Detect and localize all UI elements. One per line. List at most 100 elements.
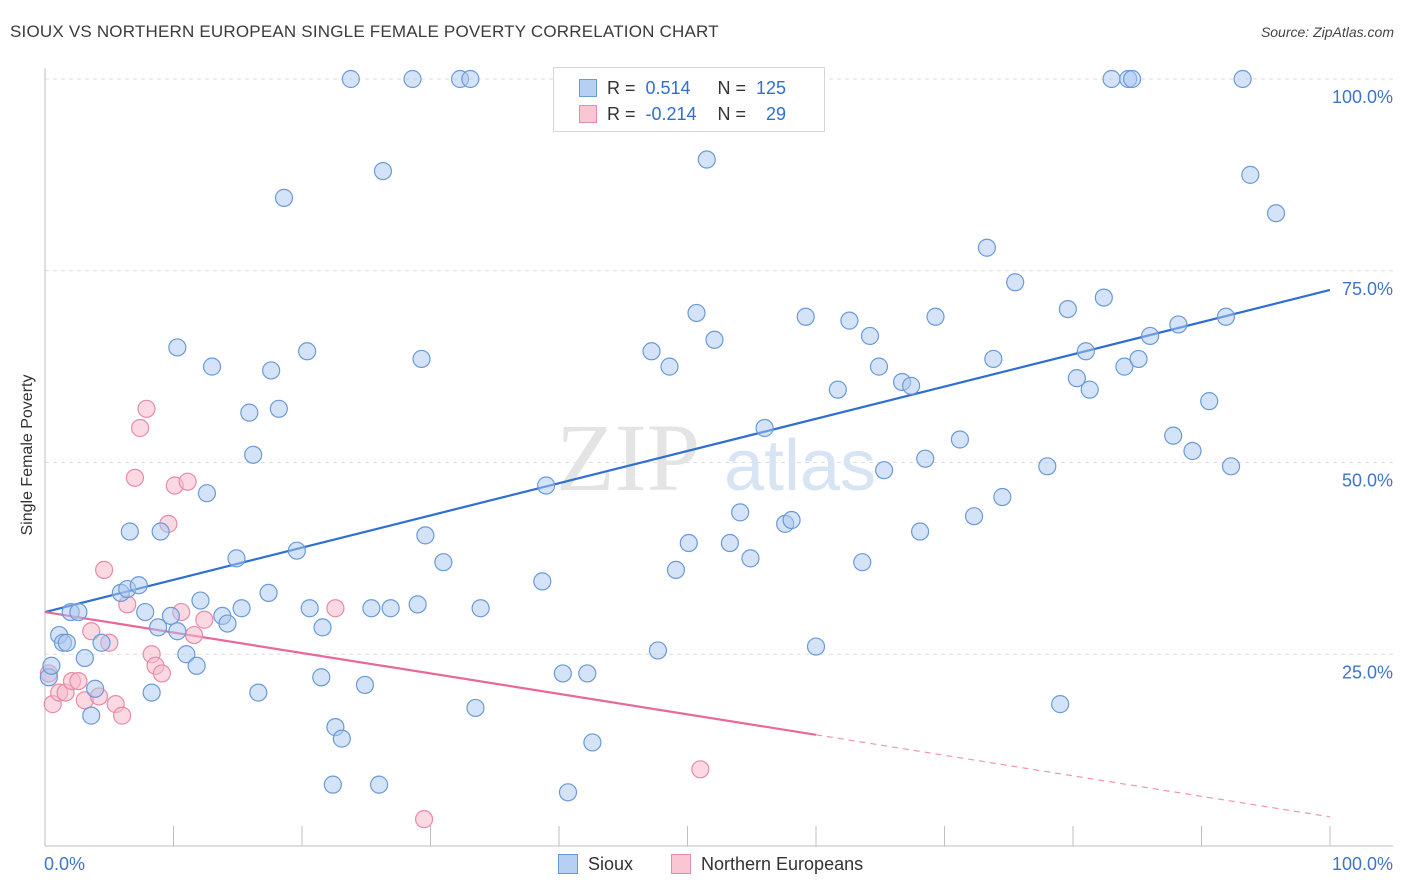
sioux-point xyxy=(1241,165,1260,184)
sioux-point xyxy=(642,342,661,361)
sioux-point xyxy=(373,161,393,181)
sioux-point xyxy=(69,602,88,622)
sioux-point xyxy=(993,487,1012,507)
northern-swatch xyxy=(579,105,597,123)
northern-point xyxy=(326,599,345,618)
watermark-atlas: atlas xyxy=(724,426,876,506)
sioux-point xyxy=(240,403,259,422)
sioux-point xyxy=(687,303,706,323)
sioux-point xyxy=(471,599,490,618)
sioux-point xyxy=(964,507,984,526)
sioux-point xyxy=(705,330,724,349)
sioux-point xyxy=(197,484,217,503)
chart-title: SIOUX VS NORTHERN EUROPEAN SINGLE FEMALE… xyxy=(10,22,719,41)
sioux-point xyxy=(1221,457,1241,476)
watermark: ZIP atlas xyxy=(556,404,876,511)
sioux-point xyxy=(57,633,76,652)
legend-row-sioux: R = 0.514 N = 125 xyxy=(579,76,786,100)
sioux-point xyxy=(741,549,760,568)
sioux-point xyxy=(901,376,921,395)
sioux-point xyxy=(42,656,61,675)
sioux-point xyxy=(136,602,155,622)
sioux-point xyxy=(341,69,360,89)
northern-trend-extension xyxy=(815,734,1331,818)
sioux-point xyxy=(461,69,480,89)
sioux-point xyxy=(697,150,716,169)
sioux-point xyxy=(232,599,251,618)
sioux-point xyxy=(168,622,187,641)
sioux-point xyxy=(244,445,263,464)
legend-item-sioux[interactable]: Sioux xyxy=(558,852,633,876)
sioux-point xyxy=(984,349,1003,369)
sioux-point xyxy=(950,430,970,449)
sioux-point xyxy=(1200,392,1219,411)
n-value: 29 xyxy=(766,103,787,124)
sioux-point xyxy=(355,675,375,695)
sioux-point xyxy=(828,380,847,399)
sioux-point xyxy=(412,349,431,369)
correlation-legend: R = 0.514 N = 125 R = -0.214 N = 29 xyxy=(553,67,825,132)
sioux-point xyxy=(187,656,206,675)
sioux-point xyxy=(92,633,111,652)
legend-item-northern[interactable]: Northern Europeans xyxy=(671,852,863,876)
sioux-point xyxy=(558,783,578,802)
sioux-point xyxy=(161,606,181,626)
axes xyxy=(44,68,1393,847)
sioux-point xyxy=(86,679,105,698)
r-value: 0.514 xyxy=(645,77,691,98)
sioux-point xyxy=(274,188,294,207)
sioux-point xyxy=(806,637,826,656)
northern-point xyxy=(95,560,114,579)
sioux-point xyxy=(977,238,997,257)
sioux-point xyxy=(720,533,740,553)
sioux-point xyxy=(583,733,602,752)
northern-point xyxy=(184,625,204,645)
sioux-point xyxy=(578,664,597,683)
n-value: 125 xyxy=(756,77,787,98)
sioux-point xyxy=(227,549,246,568)
sioux-point xyxy=(1123,69,1142,89)
northern-point xyxy=(82,622,101,641)
sioux-point xyxy=(875,461,894,480)
sioux-point xyxy=(269,399,288,418)
sioux-point xyxy=(168,338,187,357)
sioux-point xyxy=(1233,69,1252,89)
northern-point xyxy=(130,418,150,438)
sioux-point xyxy=(679,533,698,553)
northern-point xyxy=(137,399,156,418)
sioux-swatch xyxy=(558,854,578,874)
sioux-point xyxy=(82,706,101,725)
sioux-point xyxy=(177,645,196,664)
sioux-point xyxy=(1169,315,1188,334)
northern-point xyxy=(691,760,710,779)
sioux-points xyxy=(39,69,1286,802)
sioux-point xyxy=(381,599,400,618)
sioux-point xyxy=(370,775,389,794)
watermark-zip: ZIP xyxy=(556,404,700,511)
sioux-point xyxy=(1216,307,1236,326)
sioux-point xyxy=(202,357,222,376)
northern-point xyxy=(414,810,434,829)
x-tick-label: 0.0% xyxy=(44,854,85,874)
sioux-point xyxy=(1102,69,1121,89)
northern-point xyxy=(125,468,145,487)
sioux-point xyxy=(142,683,161,702)
sioux-point xyxy=(313,618,332,637)
sioux-point xyxy=(332,729,351,748)
sioux-point xyxy=(666,560,686,579)
sioux-point xyxy=(1006,273,1025,292)
sioux-point xyxy=(1129,349,1148,369)
sioux-point xyxy=(1115,357,1134,376)
sioux-point xyxy=(869,357,889,376)
sioux-point xyxy=(1266,204,1286,223)
r-label: R = xyxy=(607,77,636,98)
x-tick-label: 100.0% xyxy=(1332,854,1393,874)
sioux-trend-line xyxy=(44,288,1331,614)
y-tick-label: 75.0% xyxy=(1342,279,1393,299)
sioux-point xyxy=(553,664,572,683)
sioux-point xyxy=(416,526,435,545)
sioux-point xyxy=(1164,426,1183,445)
r-value: -0.214 xyxy=(645,103,697,124)
sioux-point xyxy=(731,503,750,522)
